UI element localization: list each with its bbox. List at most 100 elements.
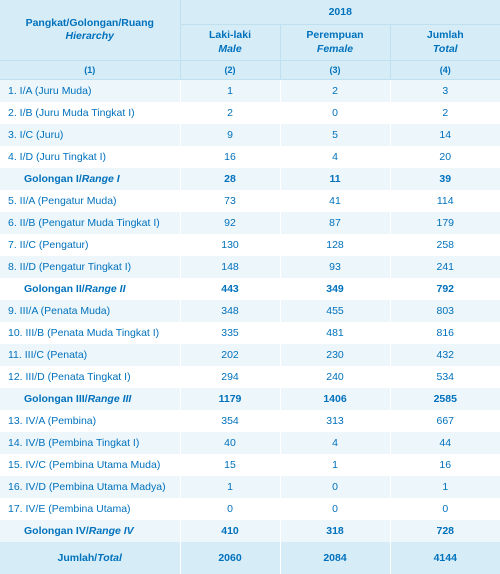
row-label: 5. II/A (Pengatur Muda) — [0, 190, 180, 212]
row-label: 1. I/A (Juru Muda) — [0, 80, 180, 103]
row-label: 13. IV/A (Pembina) — [0, 410, 180, 432]
colnum-1: (1) — [0, 61, 180, 80]
header-hierarchy: Pangkat/Golongan/Ruang Hierarchy — [0, 0, 180, 61]
header-hierarchy-bottom: Hierarchy — [6, 30, 174, 44]
cell-value: 410 — [180, 520, 280, 542]
subtotal-row: Golongan III/Range III117914062585 — [0, 388, 500, 410]
cell-value: 354 — [180, 410, 280, 432]
row-label: 4. I/D (Juru Tingkat I) — [0, 146, 180, 168]
cell-value: 20 — [390, 146, 500, 168]
cell-value: 667 — [390, 410, 500, 432]
cell-value: 15 — [180, 454, 280, 476]
cell-value: 348 — [180, 300, 280, 322]
total-value: 4144 — [390, 542, 500, 574]
table-row: 9. III/A (Penata Muda)348455803 — [0, 300, 500, 322]
cell-value: 1 — [180, 80, 280, 103]
cell-value: 148 — [180, 256, 280, 278]
table-row: 11. III/C (Penata)202230432 — [0, 344, 500, 366]
cell-value: 349 — [280, 278, 390, 300]
cell-value: 5 — [280, 124, 390, 146]
cell-value: 0 — [280, 476, 390, 498]
row-label: 7. II/C (Pengatur) — [0, 234, 180, 256]
cell-value: 1 — [180, 476, 280, 498]
subtotal-row: Golongan IV/Range IV410318728 — [0, 520, 500, 542]
cell-value: 241 — [390, 256, 500, 278]
cell-value: 16 — [390, 454, 500, 476]
cell-value: 258 — [390, 234, 500, 256]
cell-value: 39 — [390, 168, 500, 190]
cell-value: 4 — [280, 432, 390, 454]
cell-value: 16 — [180, 146, 280, 168]
cell-value: 1 — [390, 476, 500, 498]
cell-value: 2585 — [390, 388, 500, 410]
row-label: 2. I/B (Juru Muda Tingkat I) — [0, 102, 180, 124]
header-year: 2018 — [180, 0, 500, 25]
table-row: 13. IV/A (Pembina)354313667 — [0, 410, 500, 432]
cell-value: 1406 — [280, 388, 390, 410]
row-label: 8. II/D (Pengatur Tingkat I) — [0, 256, 180, 278]
colnum-4: (4) — [390, 61, 500, 80]
header-total-top: Jumlah — [397, 29, 495, 43]
table-row: 1. I/A (Juru Muda)123 — [0, 80, 500, 103]
table-row: 5. II/A (Pengatur Muda)7341114 — [0, 190, 500, 212]
row-label: Golongan II/Range II — [0, 278, 180, 300]
cell-value: 481 — [280, 322, 390, 344]
header-male-bottom: Male — [187, 43, 274, 57]
cell-value: 335 — [180, 322, 280, 344]
cell-value: 0 — [280, 498, 390, 520]
grand-total-row: Jumlah/Total206020844144 — [0, 542, 500, 574]
cell-value: 792 — [390, 278, 500, 300]
row-label: Golongan IV/Range IV — [0, 520, 180, 542]
subtotal-row: Golongan I/Range I281139 — [0, 168, 500, 190]
cell-value: 14 — [390, 124, 500, 146]
cell-value: 455 — [280, 300, 390, 322]
cell-value: 432 — [390, 344, 500, 366]
table-row: 17. IV/E (Pembina Utama)000 — [0, 498, 500, 520]
cell-value: 728 — [390, 520, 500, 542]
table-row: 12. III/D (Penata Tingkat I)294240534 — [0, 366, 500, 388]
cell-value: 92 — [180, 212, 280, 234]
row-label: 11. III/C (Penata) — [0, 344, 180, 366]
cell-value: 3 — [390, 80, 500, 103]
table-body: 1. I/A (Juru Muda)1232. I/B (Juru Muda T… — [0, 80, 500, 574]
table-row: 8. II/D (Pengatur Tingkat I)14893241 — [0, 256, 500, 278]
row-label: 9. III/A (Penata Muda) — [0, 300, 180, 322]
header-female-bottom: Female — [287, 43, 384, 57]
table-row: 6. II/B (Pengatur Muda Tingkat I)9287179 — [0, 212, 500, 234]
row-label: 17. IV/E (Pembina Utama) — [0, 498, 180, 520]
hierarchy-table: Pangkat/Golongan/Ruang Hierarchy 2018 La… — [0, 0, 500, 574]
cell-value: 44 — [390, 432, 500, 454]
cell-value: 0 — [180, 498, 280, 520]
table-row: 15. IV/C (Pembina Utama Muda)15116 — [0, 454, 500, 476]
cell-value: 40 — [180, 432, 280, 454]
table-row: 7. II/C (Pengatur)130128258 — [0, 234, 500, 256]
header-female-top: Perempuan — [287, 29, 384, 43]
header-total-bottom: Total — [397, 43, 495, 57]
table-row: 2. I/B (Juru Muda Tingkat I)202 — [0, 102, 500, 124]
cell-value: 179 — [390, 212, 500, 234]
row-label: 16. IV/D (Pembina Utama Madya) — [0, 476, 180, 498]
table-row: 16. IV/D (Pembina Utama Madya)101 — [0, 476, 500, 498]
cell-value: 9 — [180, 124, 280, 146]
row-label: Golongan I/Range I — [0, 168, 180, 190]
header-male: Laki-laki Male — [180, 25, 280, 61]
cell-value: 4 — [280, 146, 390, 168]
colnum-2: (2) — [180, 61, 280, 80]
row-label: 10. III/B (Penata Muda Tingkat I) — [0, 322, 180, 344]
cell-value: 1 — [280, 454, 390, 476]
table-header: Pangkat/Golongan/Ruang Hierarchy 2018 La… — [0, 0, 500, 80]
cell-value: 114 — [390, 190, 500, 212]
cell-value: 128 — [280, 234, 390, 256]
table-row: 10. III/B (Penata Muda Tingkat I)3354818… — [0, 322, 500, 344]
header-hierarchy-top: Pangkat/Golongan/Ruang — [6, 17, 174, 31]
cell-value: 313 — [280, 410, 390, 432]
cell-value: 443 — [180, 278, 280, 300]
cell-value: 318 — [280, 520, 390, 542]
table-row: 3. I/C (Juru)9514 — [0, 124, 500, 146]
cell-value: 2 — [180, 102, 280, 124]
cell-value: 240 — [280, 366, 390, 388]
row-label: Golongan III/Range III — [0, 388, 180, 410]
row-label: 14. IV/B (Pembina Tingkat I) — [0, 432, 180, 454]
cell-value: 202 — [180, 344, 280, 366]
colnum-3: (3) — [280, 61, 390, 80]
